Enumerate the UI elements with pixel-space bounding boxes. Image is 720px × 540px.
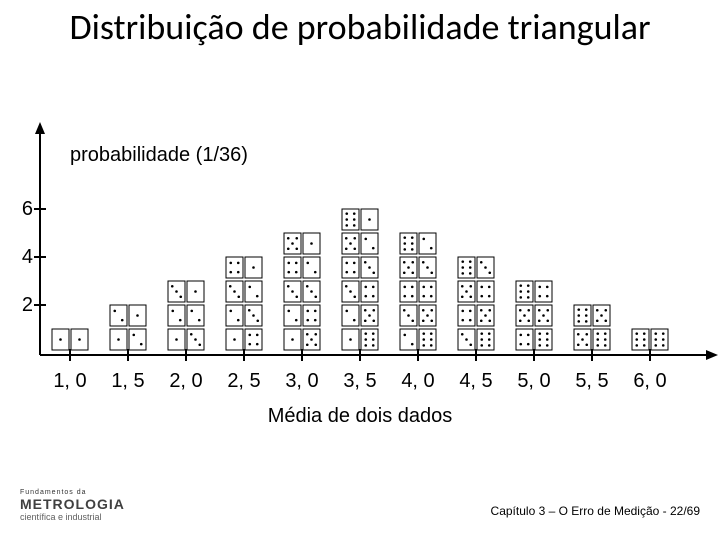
x-tick-label: 3, 5 xyxy=(330,370,390,393)
x-tick-label: 4, 5 xyxy=(446,370,506,393)
footer-line2: METROLOGIA xyxy=(20,496,125,512)
x-tick-label: 2, 0 xyxy=(156,370,216,393)
footer-line3: científica e industrial xyxy=(20,512,125,522)
footer-page: Capítulo 3 – O Erro de Medição - 22/69 xyxy=(491,504,700,518)
x-tick-label: 2, 5 xyxy=(214,370,274,393)
x-tick-label: 6, 0 xyxy=(620,370,680,393)
chart-svg xyxy=(0,0,720,420)
x-tick-label: 3, 0 xyxy=(272,370,332,393)
x-tick-label: 5, 5 xyxy=(562,370,622,393)
x-tick-label: 5, 0 xyxy=(504,370,564,393)
footer-line1: Fundamentos da xyxy=(20,489,125,496)
footer-logo: Fundamentos da METROLOGIA científica e i… xyxy=(20,489,125,522)
x-tick-label: 4, 0 xyxy=(388,370,448,393)
x-tick-label: 1, 0 xyxy=(40,370,100,393)
x-axis-label: Média de dois dados xyxy=(0,405,720,428)
x-tick-label: 1, 5 xyxy=(98,370,158,393)
